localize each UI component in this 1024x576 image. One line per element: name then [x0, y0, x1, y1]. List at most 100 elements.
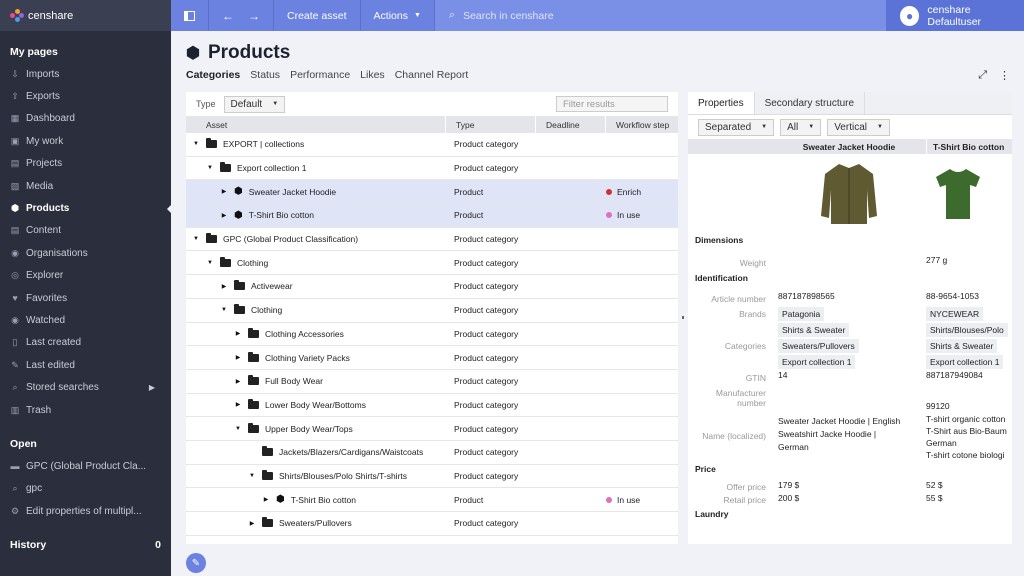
sidebar-item-products[interactable]: ⬢ Products: [0, 197, 172, 219]
sidebar-item-trash[interactable]: ▥ Trash: [0, 399, 171, 421]
sidebar-item-imports[interactable]: ⇩ Imports: [0, 63, 171, 85]
category-tag[interactable]: Shirts/Blouses/Polo: [926, 323, 1008, 337]
col-workflow[interactable]: Workflow step: [616, 119, 670, 130]
history-heading[interactable]: History 0: [10, 539, 161, 552]
table-row[interactable]: ▼ Clothing Product category: [186, 299, 678, 323]
sidebar-item-media[interactable]: ▨ Media: [0, 175, 171, 197]
actions-button[interactable]: Actions ▼: [361, 0, 435, 31]
separated-select[interactable]: Separated ▼: [698, 118, 775, 136]
sidebar-item-gpc-global-product-cla[interactable]: ▬ GPC (Global Product Cla...: [0, 455, 171, 477]
table-row[interactable]: ▶ Sweaters/Pullovers Product category: [186, 512, 678, 536]
toggle-sidebar-button[interactable]: [171, 0, 209, 31]
logo[interactable]: censhare: [0, 0, 171, 31]
panel-splitter[interactable]: [682, 316, 684, 319]
asset-name[interactable]: Clothing Variety Packs: [265, 352, 350, 363]
expand-icon[interactable]: ▶: [235, 378, 241, 385]
sidebar-item-favorites[interactable]: ♥ Favorites: [0, 287, 171, 309]
expand-icon[interactable]: ▶: [235, 355, 241, 362]
create-asset-button[interactable]: Create asset: [274, 0, 361, 31]
brand-tag[interactable]: Patagonia: [778, 307, 825, 321]
asset-name[interactable]: Full Body Wear: [265, 376, 323, 387]
user-menu[interactable]: ● censhare Defaultuser: [886, 0, 1024, 31]
expand-icon[interactable]: ▶: [221, 189, 227, 196]
sidebar-item-watched[interactable]: ◉ Watched: [0, 309, 171, 331]
tab-secondary-structure[interactable]: Secondary structure: [754, 92, 866, 114]
sidebar-item-explorer[interactable]: ◎ Explorer: [0, 265, 171, 287]
forward-arrow-icon[interactable]: →: [248, 8, 260, 23]
sidebar-item-gpc[interactable]: ⌕ gpc: [0, 478, 171, 500]
asset-name[interactable]: Clothing: [251, 305, 283, 316]
col-asset[interactable]: Asset: [186, 116, 446, 133]
collapse-icon[interactable]: ▼: [193, 141, 199, 148]
sidebar-item-edit-properties-of-multipl[interactable]: ⚙ Edit properties of multipl...: [0, 500, 171, 522]
tab-categories[interactable]: Categories: [186, 69, 241, 81]
table-row[interactable]: ▶ Full Body Wear Product category: [186, 370, 678, 394]
pin-button[interactable]: ✎: [186, 553, 206, 573]
table-row[interactable]: ▼ Clothing Product category: [186, 251, 678, 276]
table-row[interactable]: ▶ Clothing Accessories Product category: [186, 323, 678, 347]
tab-channel-report[interactable]: Channel Report: [394, 69, 469, 81]
category-tag[interactable]: Shirts & Sweater: [926, 339, 998, 353]
sidebar-item-stored-searches[interactable]: ⌕ Stored searches ▶: [0, 376, 171, 398]
category-tag[interactable]: Shirts & Sweater: [778, 323, 850, 337]
asset-name[interactable]: Sweater Jacket Hoodie: [248, 186, 337, 197]
back-arrow-icon[interactable]: ←: [222, 8, 234, 23]
category-tag[interactable]: Export collection 1: [778, 355, 856, 369]
asset-name[interactable]: Clothing Accessories: [265, 328, 344, 339]
sidebar-item-last-created[interactable]: ▯ Last created: [0, 332, 171, 354]
expand-icon[interactable]: ▶: [221, 283, 227, 290]
table-row[interactable]: ▶ ⬢ Sweater Jacket Hoodie Product Enrich: [186, 180, 678, 205]
collapse-icon[interactable]: ▼: [249, 472, 255, 479]
table-row[interactable]: ▶ ⬢ T-Shirt Bio cotton Product In use: [186, 488, 678, 512]
collapse-icon[interactable]: ▼: [235, 425, 241, 432]
table-row[interactable]: ▼ EXPORT | collections Product category: [186, 133, 678, 157]
collapse-icon[interactable]: ▼: [207, 165, 213, 172]
expand-icon[interactable]: ⤢: [978, 69, 987, 81]
asset-name[interactable]: Shirts/Blouses/Polo Shirts/T-shirts: [279, 470, 408, 481]
tab-performance[interactable]: Performance: [290, 69, 351, 81]
more-vertical-icon[interactable]: ⋮: [999, 70, 1010, 82]
asset-name[interactable]: Upper Body Wear/Tops: [265, 423, 353, 434]
asset-name[interactable]: EXPORT | collections: [223, 139, 305, 150]
asset-name[interactable]: GPC (Global Product Classification): [223, 234, 359, 245]
table-row[interactable]: ▶ ⬢ T-Shirt Bio cotton Product In use: [186, 204, 678, 228]
asset-name[interactable]: Jackets/Blazers/Cardigans/Waistcoats: [279, 447, 424, 458]
table-row[interactable]: ▶ Lower Body Wear/Bottoms Product category: [186, 394, 678, 418]
sidebar-item-projects[interactable]: ▤ Projects: [0, 153, 171, 175]
table-row[interactable]: ▶ Activewear Product category: [186, 275, 678, 299]
collapse-icon[interactable]: ▼: [193, 236, 199, 243]
expand-icon[interactable]: ▶: [221, 212, 227, 219]
table-row[interactable]: ▶ Clothing Variety Packs Product category: [186, 346, 678, 370]
asset-name[interactable]: Lower Body Wear/Bottoms: [265, 399, 366, 410]
category-tag[interactable]: Export collection 1: [926, 355, 1004, 369]
sidebar-item-last-edited[interactable]: ✎ Last edited: [0, 354, 171, 376]
table-row[interactable]: Jackets/Blazers/Cardigans/Waistcoats Prod…: [186, 441, 678, 465]
brand-tag[interactable]: NYCEWEAR: [926, 307, 984, 321]
sidebar-item-my-work[interactable]: ▣ My work: [0, 130, 171, 152]
vertical-select[interactable]: Vertical ▼: [827, 118, 890, 136]
category-tag[interactable]: Sweaters/Pullovers: [778, 339, 859, 353]
asset-name[interactable]: Export collection 1: [237, 163, 307, 174]
collapse-icon[interactable]: ▼: [207, 259, 213, 266]
filter-input[interactable]: Filter results: [556, 96, 668, 112]
asset-name[interactable]: Clothing: [237, 257, 269, 268]
search-input[interactable]: Search in censhare: [463, 9, 554, 22]
table-row[interactable]: ▼ GPC (Global Product Classification) Prod…: [186, 228, 678, 252]
collapse-icon[interactable]: ▼: [221, 307, 227, 314]
col-deadline[interactable]: Deadline: [536, 116, 606, 133]
table-row[interactable]: ▼ Shirts/Blouses/Polo Shirts/T-shirts Prod…: [186, 465, 678, 489]
tab-status[interactable]: Status: [250, 69, 281, 81]
asset-name[interactable]: Activewear: [251, 281, 293, 292]
table-row[interactable]: ▼ Upper Body Wear/Tops Product category: [186, 417, 678, 441]
expand-icon[interactable]: ▶: [263, 497, 269, 504]
asset-name[interactable]: T-Shirt Bio cotton: [290, 494, 356, 505]
tab-likes[interactable]: Likes: [360, 69, 385, 81]
sidebar-item-dashboard[interactable]: ▦ Dashboard: [0, 108, 171, 130]
all-select[interactable]: All ▼: [780, 118, 822, 136]
sidebar-item-content[interactable]: ▤ Content: [0, 220, 171, 242]
asset-name[interactable]: T-Shirt Bio cotton: [248, 210, 314, 221]
expand-icon[interactable]: ▶: [249, 520, 255, 527]
tab-properties[interactable]: Properties: [688, 92, 755, 114]
search-bar[interactable]: ⌕ Search in censhare: [434, 0, 886, 31]
type-select[interactable]: Default ▼: [223, 95, 286, 113]
